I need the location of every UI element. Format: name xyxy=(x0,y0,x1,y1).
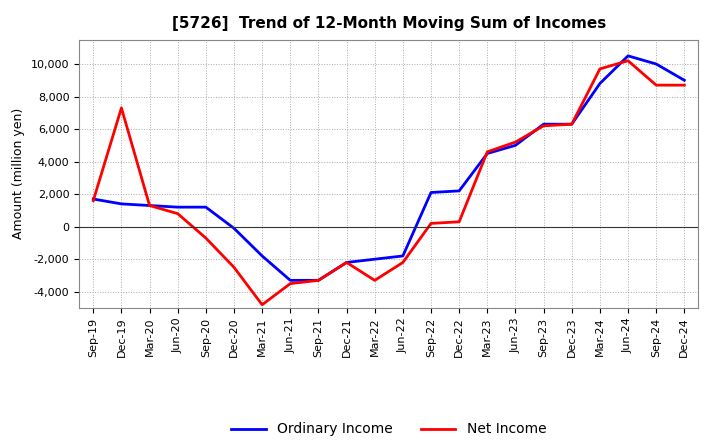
Net Income xyxy=(455,219,464,224)
Ordinary Income xyxy=(511,143,520,148)
Ordinary Income xyxy=(399,253,408,259)
Ordinary Income xyxy=(624,53,632,59)
Net Income xyxy=(539,123,548,128)
Net Income xyxy=(511,139,520,145)
Net Income xyxy=(174,211,182,216)
Net Income xyxy=(230,265,238,270)
Ordinary Income xyxy=(202,205,210,210)
Ordinary Income xyxy=(174,205,182,210)
Net Income xyxy=(567,121,576,127)
Net Income xyxy=(595,66,604,72)
Net Income xyxy=(286,281,294,286)
Line: Net Income: Net Income xyxy=(94,61,684,305)
Net Income xyxy=(427,221,436,226)
Ordinary Income xyxy=(117,201,126,206)
Net Income xyxy=(680,83,688,88)
Ordinary Income xyxy=(258,253,266,259)
Net Income xyxy=(370,278,379,283)
Ordinary Income xyxy=(370,257,379,262)
Ordinary Income xyxy=(680,77,688,83)
Net Income xyxy=(483,149,492,154)
Ordinary Income xyxy=(230,226,238,231)
Y-axis label: Amount (million yen): Amount (million yen) xyxy=(12,108,25,239)
Ordinary Income xyxy=(286,278,294,283)
Title: [5726]  Trend of 12-Month Moving Sum of Incomes: [5726] Trend of 12-Month Moving Sum of I… xyxy=(171,16,606,32)
Ordinary Income xyxy=(652,61,660,66)
Ordinary Income xyxy=(483,151,492,156)
Ordinary Income xyxy=(595,81,604,86)
Net Income xyxy=(399,260,408,265)
Net Income xyxy=(145,203,154,208)
Ordinary Income xyxy=(145,203,154,208)
Ordinary Income xyxy=(567,121,576,127)
Ordinary Income xyxy=(427,190,436,195)
Ordinary Income xyxy=(455,188,464,194)
Net Income xyxy=(342,260,351,265)
Net Income xyxy=(314,278,323,283)
Legend: Ordinary Income, Net Income: Ordinary Income, Net Income xyxy=(226,417,552,440)
Net Income xyxy=(258,302,266,308)
Ordinary Income xyxy=(342,260,351,265)
Line: Ordinary Income: Ordinary Income xyxy=(94,56,684,280)
Net Income xyxy=(624,58,632,63)
Ordinary Income xyxy=(89,196,98,202)
Net Income xyxy=(202,235,210,241)
Ordinary Income xyxy=(539,121,548,127)
Ordinary Income xyxy=(314,278,323,283)
Net Income xyxy=(89,198,98,203)
Net Income xyxy=(652,83,660,88)
Net Income xyxy=(117,105,126,110)
